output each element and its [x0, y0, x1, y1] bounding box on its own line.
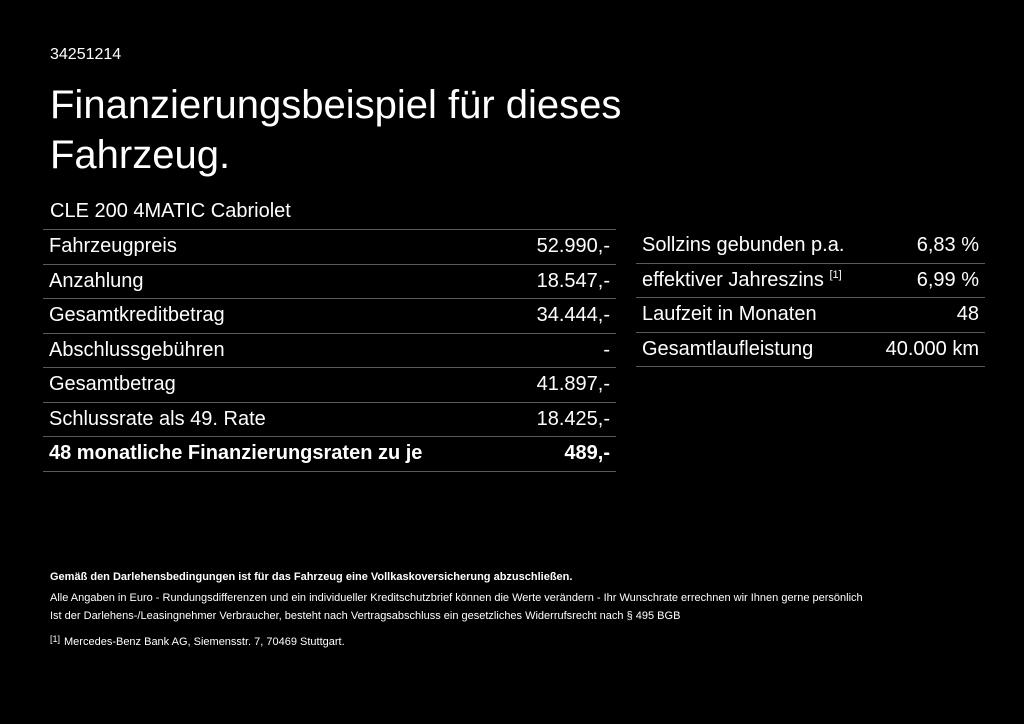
row-label: Abschlussgebühren	[43, 333, 513, 368]
row-value: 6,83 %	[869, 229, 985, 264]
table-row: Gesamtkreditbetrag 34.444,-	[43, 298, 616, 334]
table-row: Anzahlung 18.547,-	[43, 264, 616, 299]
row-label: Gesamtbetrag	[43, 367, 513, 403]
label-text: effektiver Jahreszins	[642, 268, 824, 291]
row-value: 34.444,-	[512, 298, 616, 334]
row-label: Gesamtkreditbetrag	[43, 298, 513, 334]
row-value: 6,99 %	[869, 263, 985, 298]
withdrawal-note: Ist der Darlehens-/Leasingnehmer Verbrau…	[50, 610, 681, 622]
row-value: 52.990,-	[512, 229, 616, 265]
financing-table: Fahrzeugpreis 52.990,- Anzahlung 18.547,- …	[43, 229, 616, 472]
row-label: Anzahlung	[43, 264, 513, 299]
row-value: -	[512, 333, 616, 368]
insurance-note: Gemäß den Darlehensbedingungen ist für d…	[50, 571, 573, 583]
row-value: 18.547,-	[512, 264, 616, 299]
row-label: Schlussrate als 49. Rate	[43, 402, 513, 437]
row-label: Laufzeit in Monaten	[636, 297, 870, 333]
footnote: [1] Mercedes-Benz Bank AG, Siemensstr. 7,…	[50, 634, 345, 648]
row-value: 40.000 km	[869, 332, 985, 367]
table-row: Schlussrate als 49. Rate 18.425,-	[43, 402, 616, 437]
footnote-text: Mercedes-Benz Bank AG, Siemensstr. 7, 70…	[64, 636, 345, 648]
offer-code: 34251214	[50, 46, 122, 63]
interest-table: Sollzins gebunden p.a. 6,83 % effektiver …	[636, 229, 985, 367]
row-label: Sollzins gebunden p.a.	[636, 229, 870, 264]
row-label: Gesamtlaufleistung	[636, 332, 870, 367]
row-value: 41.897,-	[512, 367, 616, 403]
model-name: CLE 200 4MATIC Cabriolet	[50, 200, 291, 222]
table-row: Sollzins gebunden p.a. 6,83 %	[636, 229, 985, 264]
footnote-marker: [1]	[50, 634, 61, 644]
page-title: Finanzierungsbeispiel für dieses Fahrzeu…	[50, 83, 622, 177]
table-row: Laufzeit in Monaten 48	[636, 297, 985, 333]
row-value: 489,-	[512, 436, 616, 472]
table-row: effektiver Jahreszins [1] 6,99 %	[636, 263, 985, 298]
table-row-monthly-rate: 48 monatliche Finanzierungsraten zu je 48…	[43, 436, 616, 472]
table-row: Abschlussgebühren -	[43, 333, 616, 368]
row-label: Fahrzeugpreis	[43, 229, 513, 265]
row-value: 48	[869, 297, 985, 333]
footnote-marker: [1]	[829, 268, 842, 281]
row-label: effektiver Jahreszins [1]	[636, 263, 870, 298]
table-row: Gesamtlaufleistung 40.000 km	[636, 332, 985, 367]
row-value: 18.425,-	[512, 402, 616, 437]
table-row: Fahrzeugpreis 52.990,-	[43, 229, 616, 265]
row-label: 48 monatliche Finanzierungsraten zu je	[43, 436, 513, 472]
table-row: Gesamtbetrag 41.897,-	[43, 367, 616, 403]
disclaimer-note: Alle Angaben in Euro - Rundungsdifferenz…	[50, 592, 863, 604]
